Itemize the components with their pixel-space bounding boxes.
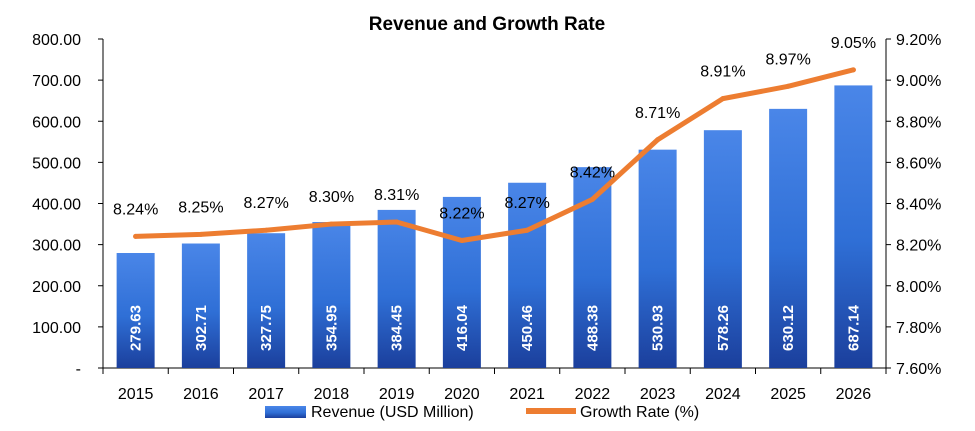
x-tick-label: 2024 <box>705 386 741 403</box>
growth-rate-label: 8.97% <box>765 51 810 68</box>
growth-rate-point <box>850 67 856 73</box>
growth-rate-label: 9.05% <box>831 35 876 52</box>
y-left-tick-label: 200.00 <box>32 279 81 296</box>
y-right-tick-label: 8.20% <box>896 238 941 255</box>
growth-rate-point <box>263 227 269 233</box>
x-tick-label: 2015 <box>118 386 154 403</box>
revenue-bar <box>638 149 677 368</box>
growth-rate-point <box>394 219 400 225</box>
revenue-bar <box>312 222 351 368</box>
growth-rate-label: 8.27% <box>243 195 288 212</box>
x-tick-label: 2025 <box>770 386 806 403</box>
growth-labels: 8.24% 8.25% 8.27% 8.30% 8.31% 8.22% 8.27% 8.42%… <box>113 35 876 223</box>
y-right-tick-label: 8.80% <box>896 114 941 131</box>
y-left-tick-label: 400.00 <box>32 197 81 214</box>
bars <box>116 85 873 369</box>
revenue-bar <box>247 233 286 368</box>
growth-rate-point <box>785 83 791 89</box>
y-left-tick-label: 100.00 <box>32 320 81 337</box>
growth-rate-point <box>524 227 530 233</box>
y-right-tick-label: 9.00% <box>896 73 941 90</box>
revenue-bar-label: 488.38 <box>584 305 601 351</box>
revenue-bar <box>769 108 808 368</box>
growth-rate-label: 8.22% <box>439 206 484 223</box>
growth-rate-point <box>459 238 465 244</box>
growth-rate-label: 8.25% <box>178 199 223 216</box>
bar-labels: 279.63 302.71 327.75 354.95 384.45 416.04 450.… <box>128 304 863 351</box>
growth-rate-label: 8.31% <box>374 187 419 204</box>
y-right-tick-label: 8.60% <box>896 155 941 172</box>
growth-line-layer <box>133 67 856 244</box>
x-tick-label: 2017 <box>248 386 284 403</box>
growth-rate-point <box>589 196 595 202</box>
growth-rate-point <box>328 221 334 227</box>
revenue-bar <box>116 253 155 368</box>
x-tick-label: 2019 <box>379 386 415 403</box>
y-left-tick-label: 600.00 <box>32 114 81 131</box>
growth-rate-label: 8.42% <box>570 164 615 181</box>
x-tick-label: 2021 <box>509 386 545 403</box>
x-tick-label: 2023 <box>640 386 676 403</box>
growth-rate-label: 8.91% <box>700 64 745 81</box>
chart-title: Revenue and Growth Rate <box>369 14 606 35</box>
growth-rate-label: 8.30% <box>309 189 354 206</box>
revenue-bar-label: 578.26 <box>715 305 732 351</box>
revenue-bar <box>834 85 873 369</box>
growth-rate-point <box>655 137 661 143</box>
revenue-bar <box>181 243 220 368</box>
legend-swatch-revenue <box>265 406 306 418</box>
revenue-bar-label: 327.75 <box>258 305 275 351</box>
revenue-bar-label: 530.93 <box>650 305 667 351</box>
revenue-bar-label: 687.14 <box>845 304 862 351</box>
revenue-bar-label: 450.46 <box>519 305 536 351</box>
y-right-tick-label: 8.00% <box>896 279 941 296</box>
y-left-tick-label: 700.00 <box>32 73 81 90</box>
y-left-tick-label: - <box>76 361 81 378</box>
y-left-tick-label: 500.00 <box>32 155 81 172</box>
x-tick-label: 2018 <box>314 386 350 403</box>
y-right-tick-label: 8.40% <box>896 197 941 214</box>
y-right-tick-label: 7.60% <box>896 361 941 378</box>
y-left-tick-label: 800.00 <box>32 32 81 49</box>
revenue-bar-label: 302.71 <box>193 305 210 351</box>
growth-rate-point <box>133 233 139 239</box>
growth-rate-label: 8.71% <box>635 105 680 122</box>
x-tick-label: 2026 <box>836 386 872 403</box>
y-right-tick-label: 9.20% <box>896 32 941 49</box>
legend-label-growth: Growth Rate (%) <box>580 404 699 421</box>
legend-label-revenue: Revenue (USD Million) <box>311 404 474 421</box>
x-tick-label: 2022 <box>575 386 611 403</box>
revenue-bar <box>703 130 742 368</box>
x-tick-label: 2016 <box>183 386 219 403</box>
revenue-bar-label: 279.63 <box>128 305 145 351</box>
growth-rate-point <box>198 231 204 237</box>
axes: - 100.00 200.00 300.00 400.00 500.00 600.00 700… <box>32 32 941 403</box>
revenue-bar-label: 354.95 <box>323 305 340 351</box>
growth-rate-label: 8.24% <box>113 201 158 218</box>
revenue-bar <box>442 196 481 368</box>
revenue-bar-label: 384.45 <box>389 305 406 351</box>
revenue-bar-label: 630.12 <box>780 305 797 351</box>
revenue-bar-label: 416.04 <box>454 304 471 351</box>
growth-rate-point <box>720 96 726 102</box>
y-left-tick-label: 300.00 <box>32 238 81 255</box>
x-tick-label: 2020 <box>444 386 480 403</box>
revenue-bar <box>508 182 547 368</box>
y-right-tick-label: 7.80% <box>896 320 941 337</box>
growth-rate-line <box>133 67 856 244</box>
revenue-bar <box>377 209 416 368</box>
legend: Revenue (USD Million) Growth Rate (%) <box>265 404 699 421</box>
growth-rate-label: 8.27% <box>504 195 549 212</box>
